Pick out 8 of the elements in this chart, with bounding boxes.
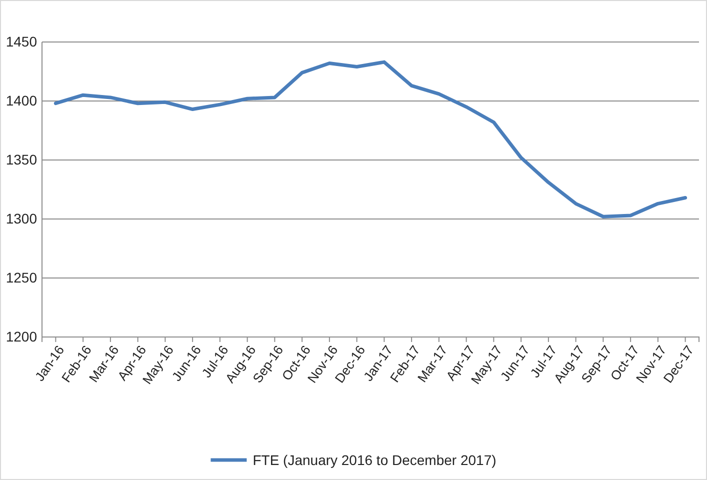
y-tick-label: 1350 [6,151,38,168]
line-series [54,60,688,218]
y-tick-label: 1250 [6,269,38,286]
y-tick-label: 1300 [6,210,38,226]
y-tick-label: 1200 [6,328,38,344]
y-tick-label: 1400 [6,92,38,108]
y-tick-label: 1450 [6,33,38,50]
legend-label: FTE (January 2016 to December 2017) [252,452,496,468]
